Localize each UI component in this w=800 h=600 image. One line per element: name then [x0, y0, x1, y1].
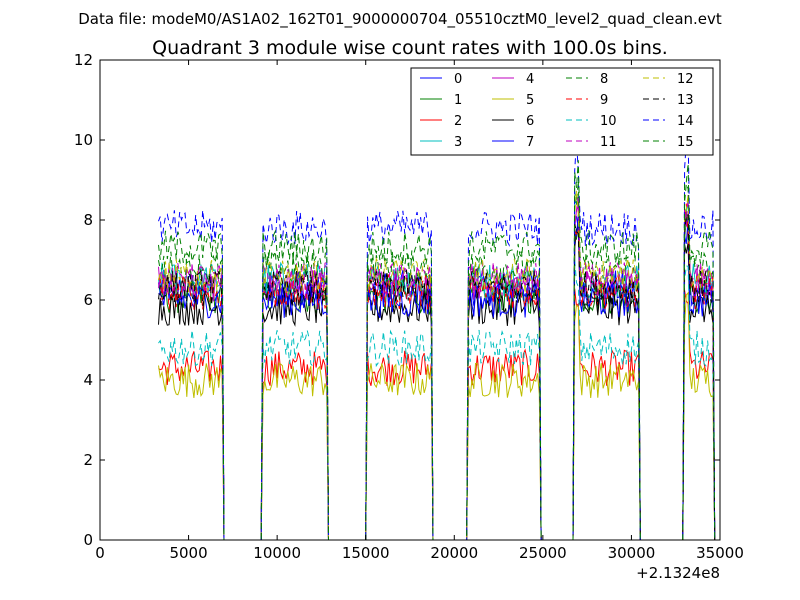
y-tick-label: 8 [83, 211, 93, 229]
legend-label: 13 [677, 93, 694, 108]
x-tick-label: 35000 [696, 544, 744, 562]
series-line [158, 194, 716, 541]
legend-label: 1 [454, 93, 462, 108]
legend-label: 5 [526, 93, 534, 108]
legend-label: 8 [600, 72, 608, 87]
y-tick-label: 4 [83, 371, 93, 389]
x-tick-label: 15000 [342, 544, 390, 562]
y-tick-label: 0 [83, 531, 93, 549]
chart-title: Quadrant 3 module wise count rates with … [152, 37, 668, 59]
series-line [158, 137, 716, 541]
x-tick-label: 0 [95, 544, 105, 562]
plot-lines [158, 137, 716, 541]
x-tick-label: 10000 [253, 544, 301, 562]
legend-label: 4 [526, 72, 534, 87]
y-tick-label: 12 [74, 51, 93, 69]
x-tick-label: 30000 [608, 544, 656, 562]
legend-label: 10 [600, 114, 617, 129]
y-tick-label: 10 [74, 131, 93, 149]
y-tick-label: 6 [83, 291, 93, 309]
x-offset-label: +2.1324e8 [636, 564, 720, 582]
legend-label: 9 [600, 93, 608, 108]
legend-frame [410, 67, 714, 156]
series-line [158, 214, 716, 541]
legend-label: 15 [677, 135, 694, 150]
series-line [158, 160, 716, 541]
x-tick-label: 25000 [519, 544, 567, 562]
figure-suptitle: Data file: modeM0/AS1A02_162T01_90000007… [78, 10, 722, 29]
legend-label: 14 [677, 114, 694, 129]
x-tick-label: 20000 [430, 544, 478, 562]
y-tick-label: 2 [83, 451, 93, 469]
legend-label: 3 [454, 135, 462, 150]
legend-label: 11 [600, 135, 617, 150]
legend-label: 6 [526, 114, 534, 129]
legend-label: 0 [454, 72, 462, 87]
legend-label: 7 [526, 135, 534, 150]
legend-label: 2 [454, 114, 462, 129]
x-axis: 0 5000 10000 15000 20000 25000 30000 35000 [95, 60, 744, 562]
legend-label: 12 [677, 72, 694, 87]
x-tick-label: 5000 [169, 544, 207, 562]
